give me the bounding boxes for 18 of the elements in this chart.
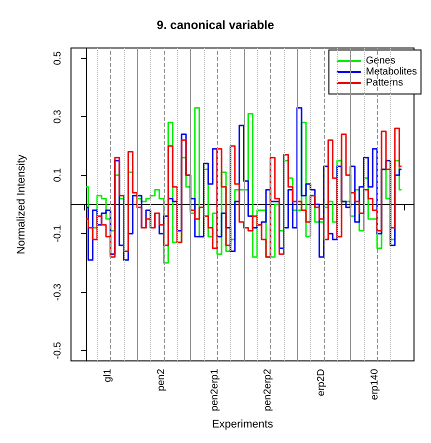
chart-title: 9. canonical variable — [156, 18, 275, 32]
legend-label: Patterns — [366, 78, 404, 88]
legend-label: Genes — [366, 56, 396, 66]
x-tick-label: pen2 — [156, 368, 168, 392]
x-tick-label: gl1 — [102, 368, 114, 382]
x-axis-title: Experiments — [212, 418, 274, 430]
x-tick-label: erp2D — [316, 368, 328, 396]
y-axis-title: Normalized Intensity — [16, 154, 28, 254]
legend-label: Metabolites — [366, 66, 418, 78]
y-tick-label: 0.3 — [52, 109, 64, 124]
y-tick-label: 0.1 — [52, 168, 64, 182]
y-tick-label: -0.1 — [52, 224, 64, 242]
y-tick-label: -0.5 — [52, 342, 64, 360]
x-tick-label: pen2erp2 — [262, 368, 274, 412]
x-tick-label: erp140 — [369, 368, 380, 400]
y-tick-label: 0.5 — [52, 50, 64, 66]
y-tick-label: -0.3 — [52, 283, 64, 301]
x-tick-label: pen2erp1 — [209, 368, 220, 412]
